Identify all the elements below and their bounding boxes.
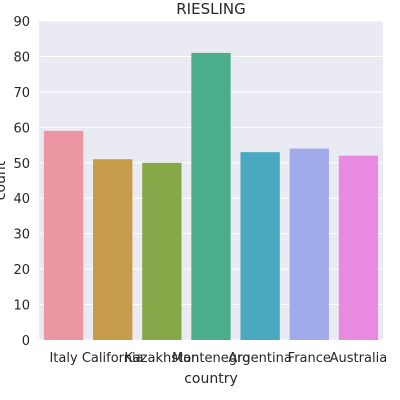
x-tick-label: Italy	[49, 351, 78, 366]
bar-montenegro	[191, 52, 231, 341]
y-tick-label: 0	[22, 334, 30, 349]
x-tick-label: Kazakhstan	[124, 351, 199, 366]
y-tick-label: 10	[13, 299, 30, 314]
x-tick-label: Montenegro	[172, 351, 250, 366]
x-tick-label: California	[82, 351, 144, 366]
y-tick-label: 50	[13, 157, 30, 172]
bar-california	[93, 159, 133, 340]
bar-france	[289, 148, 329, 340]
y-tick-label: 20	[13, 263, 30, 278]
bar-kazakhstan	[142, 162, 182, 340]
y-axis-title: count	[0, 160, 9, 200]
bars	[43, 52, 379, 341]
x-tick-label: Argentina	[228, 351, 291, 366]
x-tick-label: France	[288, 351, 331, 366]
x-tick-labels: Italy CaliforniaKazakhstanMontenegroArgen…	[49, 351, 387, 366]
y-tick-label: 70	[13, 86, 30, 101]
bar-argentina	[240, 152, 280, 340]
chart-title: RIESLING	[176, 0, 245, 18]
x-axis-title: country	[184, 371, 238, 387]
y-tick-label: 60	[13, 121, 30, 136]
bar-italy	[43, 130, 84, 340]
y-tick-label: 90	[13, 15, 30, 30]
bar-australia	[338, 155, 379, 340]
y-tick-label: 30	[13, 228, 30, 243]
y-tick-labels: 0 10 20 30 40 50 60 70 80 90	[13, 15, 30, 349]
y-tick-label: 80	[13, 50, 30, 65]
x-tick-label: Australia	[330, 351, 388, 366]
y-tick-label: 40	[13, 192, 30, 207]
